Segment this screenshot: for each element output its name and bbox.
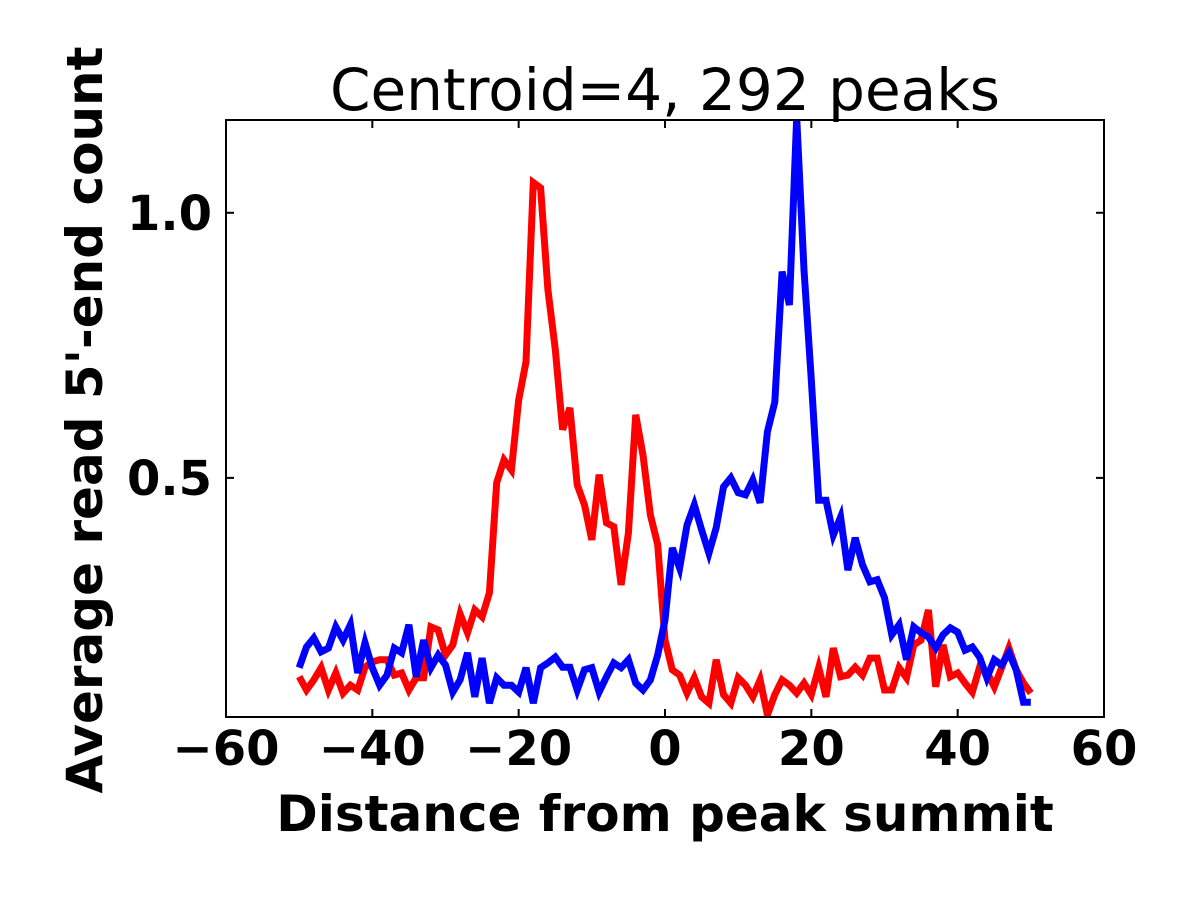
x-tick-label: 0: [648, 721, 681, 777]
chart-title: Centroid=4, 292 peaks: [330, 56, 1000, 124]
series-line-red: [296, 175, 1034, 717]
x-tick-label: −20: [465, 721, 572, 777]
x-axis-label: Distance from peak summit: [276, 785, 1054, 843]
y-tick-label: 0.5: [127, 451, 212, 507]
x-tick-label: 60: [1071, 721, 1138, 777]
x-tick-label: 20: [778, 721, 845, 777]
ticks-layer: −60 −40 −20 0 20 40 60 0.5 1.0: [127, 120, 1137, 777]
x-tick-label: −60: [172, 721, 279, 777]
x-tick-label: 40: [924, 721, 991, 777]
series-line-blue: [295, 120, 1031, 706]
y-axis-label: Average read 5'-end count: [56, 46, 114, 793]
y-tick-label: 1.0: [127, 186, 212, 242]
series-layer: [295, 120, 1034, 717]
x-tick-label: −40: [319, 721, 426, 777]
